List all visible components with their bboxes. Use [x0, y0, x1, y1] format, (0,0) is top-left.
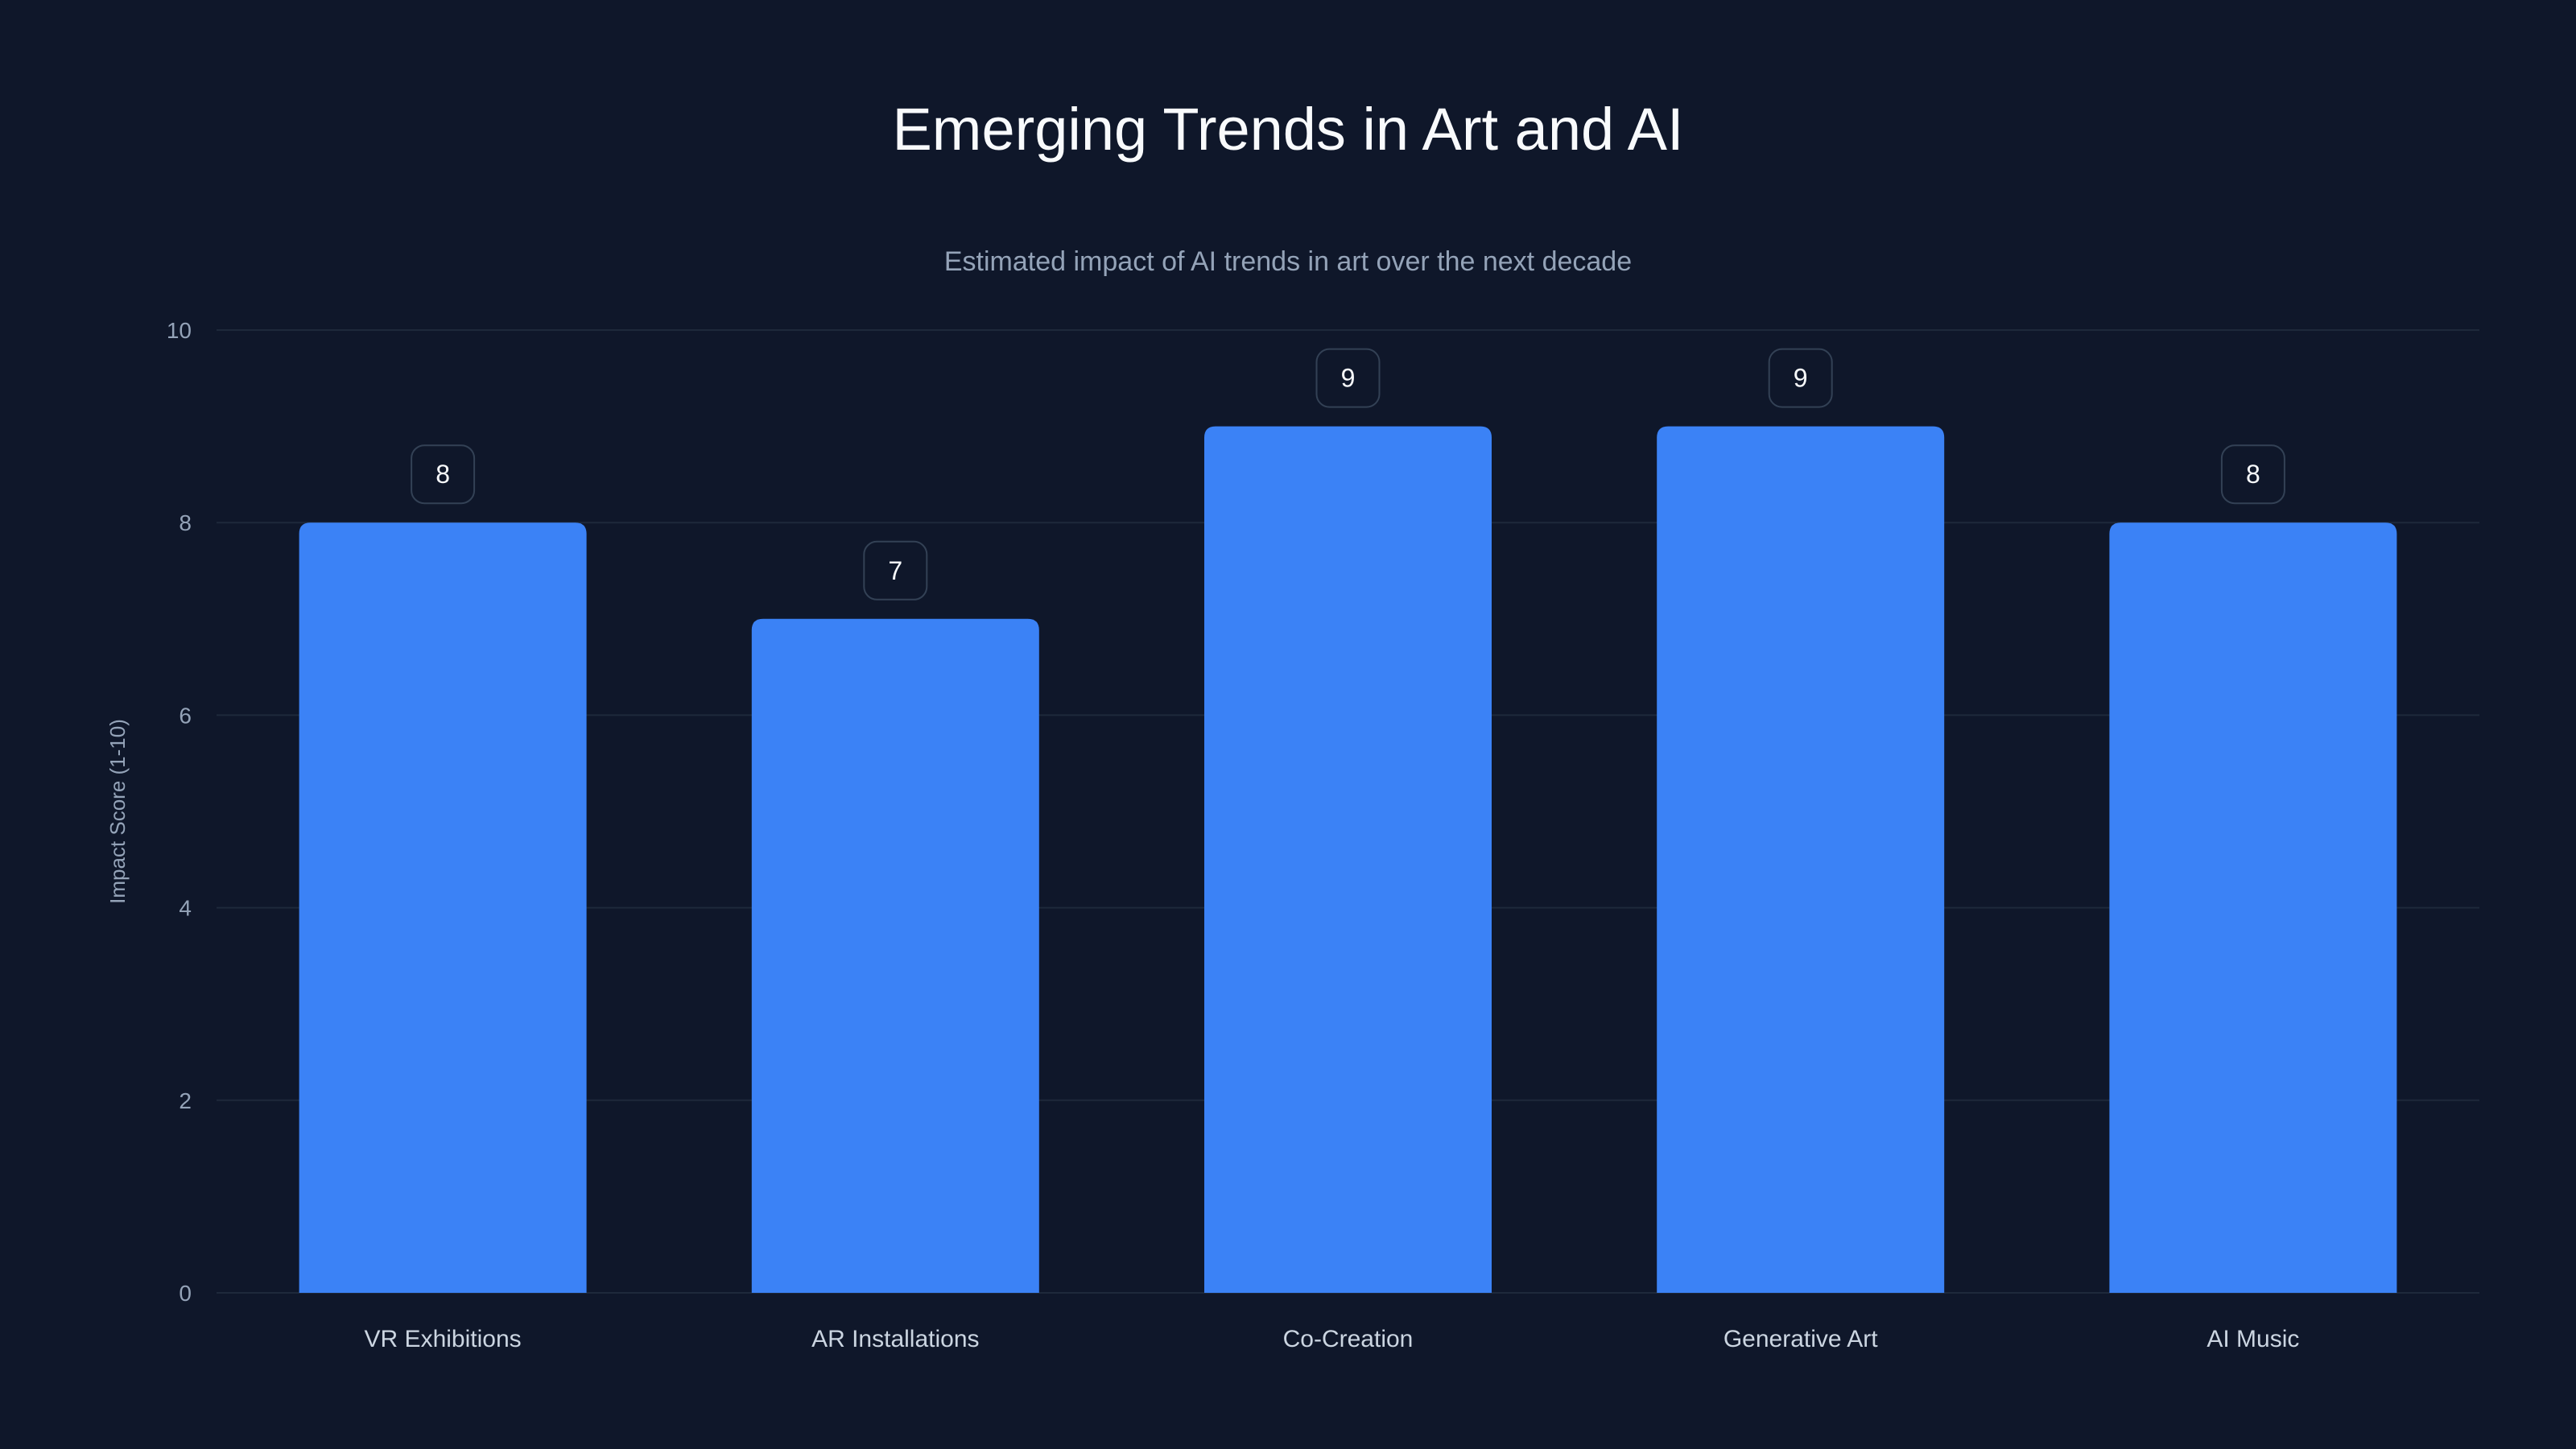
bar: [299, 522, 587, 1293]
x-tick-label: AR Installations: [811, 1326, 979, 1352]
data-label-box: [2220, 444, 2285, 505]
data-label: 9: [1341, 364, 1356, 393]
y-tick-label: 6: [179, 703, 192, 728]
data-label-box: [863, 540, 928, 601]
data-label-box: [1315, 348, 1381, 408]
data-label: 8: [436, 460, 450, 489]
x-tick-label: Generative Art: [1724, 1326, 1878, 1352]
y-tick-label: 10: [167, 318, 192, 343]
data-label-box: [411, 444, 476, 505]
bar: [1657, 426, 1945, 1293]
bar: [2109, 522, 2397, 1293]
y-tick-label: 0: [179, 1281, 192, 1306]
data-label-box: [1768, 348, 1833, 408]
bar: [751, 618, 1039, 1293]
chart-subtitle: Estimated impact of AI trends in art ove…: [943, 246, 1633, 277]
data-label: 7: [888, 556, 902, 585]
y-tick-label: 4: [179, 896, 192, 921]
x-tick-label: AI Music: [2207, 1326, 2299, 1352]
bar: [1204, 426, 1492, 1293]
y-tick-label: 2: [179, 1088, 192, 1113]
chart-title: Emerging Trends in Art and AI: [892, 96, 1684, 163]
x-tick-label: Co-Creation: [1283, 1326, 1414, 1352]
data-label: 8: [2246, 460, 2260, 489]
data-label: 9: [1794, 364, 1808, 393]
y-tick-label: 8: [179, 510, 192, 535]
x-tick-label: VR Exhibitions: [365, 1326, 522, 1352]
y-axis-label: Impact Score (1-10): [105, 719, 130, 904]
